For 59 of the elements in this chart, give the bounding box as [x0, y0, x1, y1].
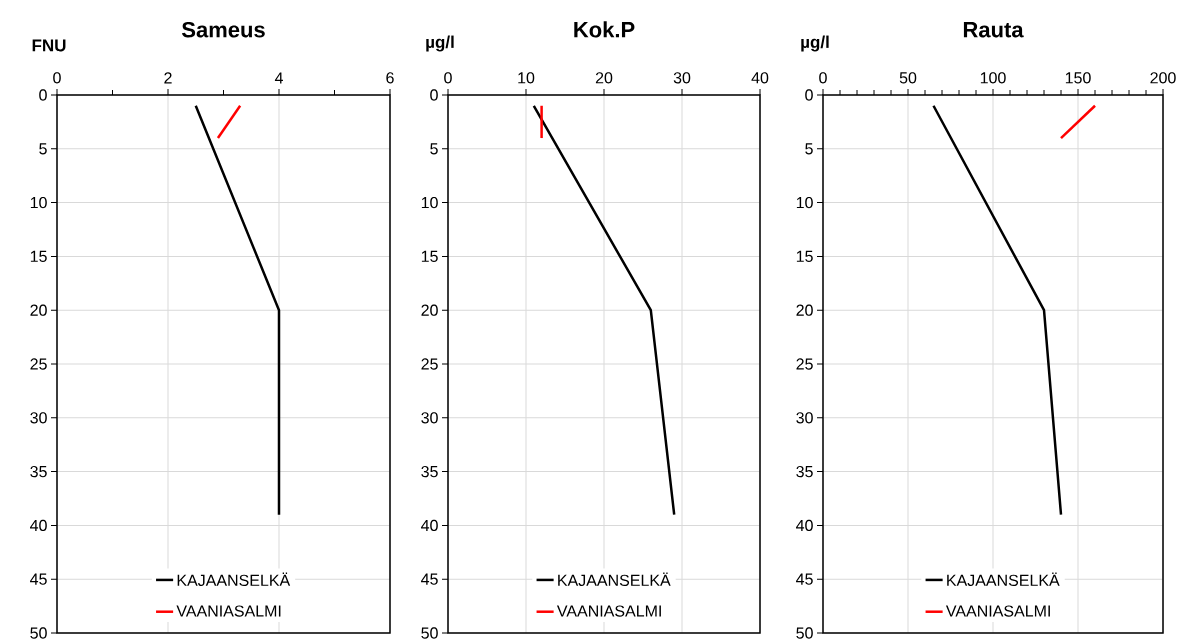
y-tick-label: 15 — [796, 250, 813, 262]
y-tick-label: 20 — [421, 304, 438, 316]
x-tick-label: 50 — [899, 72, 917, 84]
y-tick-label: 35 — [421, 465, 438, 478]
y-tick-label: 40 — [796, 519, 813, 532]
y-tick-label: 30 — [30, 412, 47, 424]
y-tick-label: 50 — [421, 627, 438, 639]
x-tick-label: 150 — [1065, 72, 1091, 84]
y-tick-label: 35 — [30, 465, 47, 478]
y-tick-label: 45 — [421, 573, 438, 585]
chart-title: Kok.P — [574, 21, 635, 38]
x-tick-label: 6 — [386, 72, 394, 84]
chart-title: Sameus — [181, 21, 265, 38]
x-tick-label: 20 — [595, 72, 613, 84]
y-tick-label: 5 — [805, 143, 813, 155]
x-tick-label: 4 — [274, 72, 283, 84]
y-tick-label: 50 — [796, 627, 813, 639]
x-tick-label: 0 — [444, 72, 452, 84]
y-tick-label: 10 — [796, 196, 813, 209]
y-tick-label: 30 — [796, 412, 813, 424]
y-tick-label: 40 — [30, 519, 47, 532]
x-tick-label: 0 — [819, 72, 827, 84]
legend-label: KAJAANSELKÄ — [177, 572, 291, 587]
chart-title: Rauta — [963, 22, 1024, 38]
x-tick-label: 10 — [518, 72, 535, 84]
y-axis-title: µg/l — [426, 35, 454, 52]
y-tick-label: 5 — [430, 143, 438, 155]
x-tick-label: 40 — [751, 72, 769, 84]
x-tick-label: 30 — [673, 72, 691, 84]
legend-label: VAANIASALMI — [945, 605, 1050, 617]
y-tick-label: 20 — [30, 304, 47, 316]
y-tick-label: 15 — [30, 250, 47, 262]
x-tick-label: 100 — [980, 72, 1006, 84]
y-tick-label: 10 — [421, 196, 438, 209]
y-tick-label: 40 — [421, 519, 438, 532]
y-tick-label: 0 — [430, 89, 438, 101]
legend-label: VAANIASALMI — [556, 605, 661, 617]
y-tick-label: 45 — [796, 573, 813, 585]
y-tick-label: 35 — [796, 465, 813, 478]
legend-label: KAJAANSELKÄ — [558, 572, 671, 587]
y-tick-label: 50 — [30, 627, 47, 639]
y-tick-label: 25 — [30, 358, 47, 370]
y-tick-label: 25 — [421, 358, 438, 370]
x-tick-label: 0 — [53, 72, 61, 84]
y-tick-label: 5 — [39, 143, 47, 155]
y-tick-label: 15 — [421, 250, 438, 262]
y-tick-label: 10 — [30, 196, 47, 209]
legend-label: KAJAANSELKÄ — [947, 572, 1060, 587]
y-tick-label: 0 — [805, 89, 813, 101]
x-tick-label: 200 — [1150, 72, 1176, 84]
y-tick-label: 45 — [30, 573, 47, 585]
y-axis-title: µg/l — [801, 35, 829, 52]
y-tick-label: 0 — [39, 89, 47, 101]
y-tick-label: 25 — [796, 358, 813, 370]
x-tick-label: 2 — [164, 72, 172, 84]
y-tick-label: 30 — [421, 412, 438, 424]
y-tick-label: 20 — [796, 304, 813, 316]
legend-label: VAANIASALMI — [176, 605, 281, 617]
y-axis-title: FNU — [32, 39, 66, 52]
